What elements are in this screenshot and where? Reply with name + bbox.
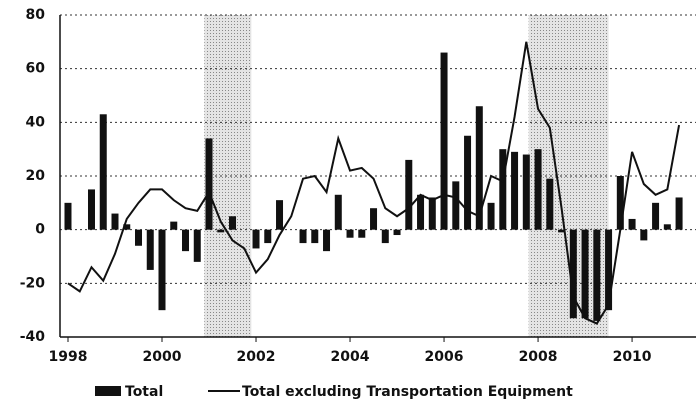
bar [135, 229, 143, 246]
y-tick-label: -20 [20, 275, 46, 291]
y-tick-label: 80 [26, 7, 46, 23]
x-tick-label: 2006 [425, 349, 464, 365]
y-tick-label: 20 [26, 168, 46, 184]
bar [569, 229, 577, 319]
bar [146, 229, 154, 270]
bar [393, 229, 401, 236]
bar [511, 151, 519, 230]
bar [487, 202, 495, 230]
bar [499, 149, 507, 230]
x-tick-label: 2008 [519, 349, 558, 365]
bar [593, 229, 601, 321]
bar [616, 176, 624, 230]
x-tick-label: 2010 [613, 349, 652, 365]
bar [217, 229, 225, 233]
bar [464, 135, 472, 230]
bar [452, 181, 460, 230]
bar [229, 216, 237, 230]
legend-swatch [95, 386, 121, 396]
bar [311, 229, 319, 244]
bar [205, 138, 213, 230]
y-tick-label: -40 [20, 329, 46, 345]
bar [264, 229, 272, 244]
bar [581, 229, 589, 319]
y-tick-label: 40 [26, 114, 46, 130]
bar [193, 229, 201, 262]
bar [252, 229, 260, 249]
bar [417, 194, 425, 230]
bar [440, 52, 448, 230]
x-tick-label: 2004 [331, 349, 370, 365]
legend-label: Total excluding Transportation Equipment [242, 384, 573, 400]
bar [534, 149, 542, 230]
bar [346, 229, 354, 238]
bar [652, 202, 660, 230]
x-tick-label: 2002 [237, 349, 276, 365]
bar [87, 189, 95, 230]
bar [170, 221, 178, 230]
bar [334, 194, 342, 230]
bar [663, 224, 671, 230]
x-tick-label: 1998 [49, 349, 88, 365]
bar [546, 178, 554, 230]
bar [628, 218, 636, 230]
bar [323, 229, 331, 252]
bar [276, 200, 284, 230]
bar [428, 197, 436, 230]
y-tick-label: 0 [35, 222, 45, 238]
y-tick-label: 60 [26, 61, 46, 77]
bar [475, 106, 483, 230]
bar [123, 224, 131, 230]
legend-label: Total [125, 384, 163, 400]
bar [182, 229, 190, 252]
bar [522, 154, 530, 230]
bar [605, 229, 613, 311]
bar [64, 202, 72, 230]
bar [158, 229, 166, 311]
bar [558, 229, 566, 233]
bar [675, 197, 683, 230]
bar [111, 213, 119, 230]
bar [640, 229, 648, 241]
bar [299, 229, 307, 244]
line [67, 41, 681, 325]
bar [99, 114, 107, 230]
bar [370, 208, 378, 230]
bar [405, 159, 413, 230]
bar [381, 229, 389, 244]
x-tick-label: 2000 [143, 349, 182, 365]
bar [358, 229, 366, 238]
